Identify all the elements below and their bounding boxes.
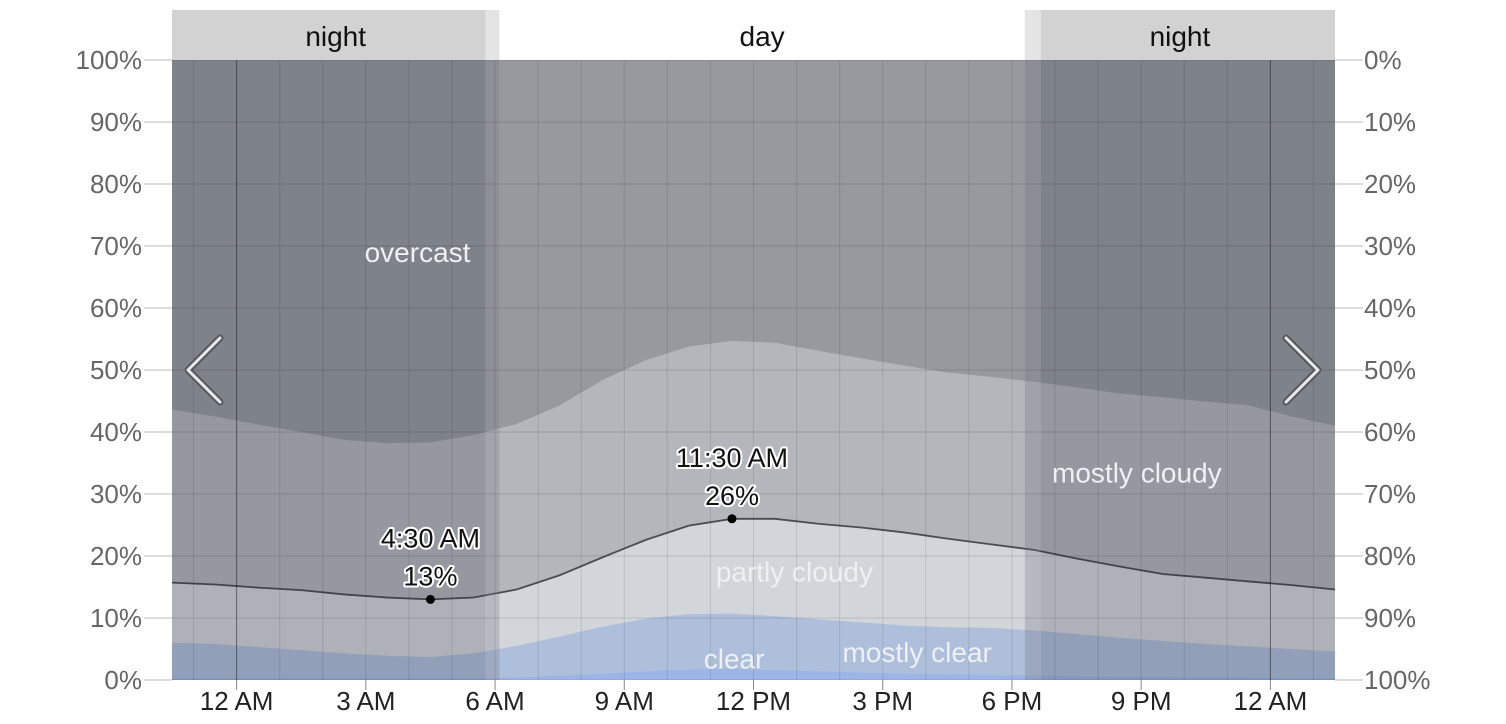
left-tick-label: 60%: [90, 293, 142, 323]
grid-lines: [172, 60, 1335, 680]
night-shade-2: [1024, 60, 1335, 680]
x-tick-label: 9 PM: [1111, 686, 1172, 716]
area-layers: [172, 60, 1335, 680]
right-tick-label: 50%: [1364, 355, 1416, 385]
left-tick-label: 80%: [90, 169, 142, 199]
left-tick-label: 40%: [90, 417, 142, 447]
period-band-1: [499, 10, 1025, 60]
period-label-2: night: [1150, 21, 1211, 52]
period-label-1: day: [740, 21, 785, 52]
left-tick-label: 0%: [104, 665, 142, 695]
night-overlay: [172, 60, 1335, 680]
left-tick-label: 100%: [76, 45, 143, 75]
right-tick-label: 70%: [1364, 479, 1416, 509]
period-label-0: night: [305, 21, 366, 52]
region-label-mostly-clear: mostly clear: [842, 637, 991, 668]
previous-button[interactable]: [180, 330, 230, 410]
chevron-left-icon-highlight: [186, 336, 222, 404]
x-tick-label: 6 AM: [465, 686, 524, 716]
x-tick-label: 12 AM: [200, 686, 274, 716]
period-band-2: [1024, 10, 1335, 60]
x-tick-label: 12 PM: [716, 686, 791, 716]
right-tick-label: 10%: [1364, 107, 1416, 137]
night-shade-0: [172, 60, 500, 680]
annotation-point: [727, 514, 737, 524]
right-tick-label: 30%: [1364, 231, 1416, 261]
left-tick-label: 20%: [90, 541, 142, 571]
right-tick-label: 0%: [1364, 45, 1402, 75]
annotations: 4:30 AM 13% 11:30 AM 26%: [379, 441, 790, 604]
period-band-0: [172, 10, 500, 60]
region-label-overcast: overcast: [365, 237, 471, 268]
axes: 0% 10% 20% 30% 40% 50% 60% 70% 80% 90% 100% 100% 90%…: [76, 45, 1431, 716]
region-label-partly-cloudy: partly cloudy: [716, 557, 873, 588]
area-mostly-clear: [172, 613, 1335, 680]
right-tick-label: 40%: [1364, 293, 1416, 323]
twilight-morning: [485, 60, 500, 680]
right-tick-label: 90%: [1364, 603, 1416, 633]
left-tick-label: 70%: [90, 231, 142, 261]
region-label-clear: clear: [704, 643, 765, 674]
partly-cloudy-boundary-line: [172, 517, 1335, 601]
annotation-time: 4:30 AM: [381, 523, 480, 553]
right-tick-label: 20%: [1364, 169, 1416, 199]
left-tick-label: 50%: [90, 355, 142, 385]
day-night-bands: night day night: [172, 10, 1335, 60]
chevron-right-icon-highlight: [1284, 336, 1320, 404]
right-tick-label: 80%: [1364, 541, 1416, 571]
annotation-point: [425, 594, 435, 604]
twilight-band-evening: [1024, 10, 1041, 60]
right-tick-label: 100%: [1364, 665, 1431, 695]
x-tick-label: 9 AM: [595, 686, 654, 716]
x-tick-label: 3 PM: [852, 686, 913, 716]
left-tick-label: 30%: [90, 479, 142, 509]
left-tick-label: 90%: [90, 107, 142, 137]
region-labels: overcast mostly cloudy partly cloudy clear m…: [365, 237, 1222, 674]
right-tick-label: 60%: [1364, 417, 1416, 447]
twilight-evening: [1024, 60, 1041, 680]
x-tick-label: 3 AM: [336, 686, 395, 716]
twilight-band-morning: [485, 10, 500, 60]
left-tick-label: 10%: [90, 603, 142, 633]
annotation-time: 11:30 AM: [676, 443, 788, 473]
region-label-mostly-cloudy: mostly cloudy: [1052, 457, 1222, 488]
next-button[interactable]: [1276, 330, 1326, 410]
x-tick-label: 12 AM: [1234, 686, 1308, 716]
area-clear: [172, 668, 1335, 680]
x-tick-label: 6 PM: [982, 686, 1043, 716]
annotation-value: 13%: [403, 561, 457, 591]
annotation-value: 26%: [705, 481, 759, 511]
